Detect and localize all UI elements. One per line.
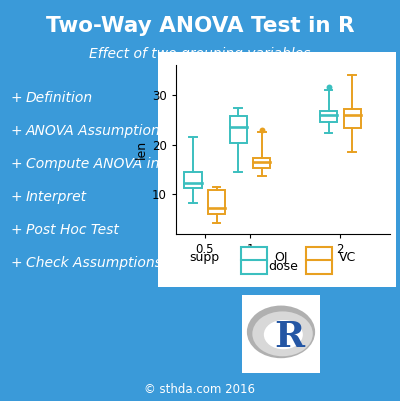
FancyBboxPatch shape: [306, 247, 332, 273]
Text: supp: supp: [189, 251, 219, 264]
FancyBboxPatch shape: [242, 295, 320, 373]
Point: [258, 126, 265, 133]
Text: Definition: Definition: [26, 91, 93, 105]
Bar: [184, 172, 202, 188]
Text: OJ: OJ: [275, 251, 288, 264]
Bar: [344, 109, 361, 128]
Text: +: +: [10, 157, 22, 171]
Text: R: R: [274, 320, 305, 354]
Ellipse shape: [247, 306, 315, 358]
Bar: [320, 111, 337, 122]
Bar: [230, 116, 247, 143]
Point: [325, 84, 332, 91]
Text: +: +: [10, 190, 22, 204]
Text: +: +: [10, 91, 22, 105]
Text: Check Assumptions: Check Assumptions: [26, 256, 162, 269]
Text: Effect of two grouping variables: Effect of two grouping variables: [89, 47, 311, 61]
Text: Interpret: Interpret: [26, 190, 87, 204]
FancyBboxPatch shape: [158, 52, 396, 287]
Text: VC: VC: [339, 251, 356, 264]
Text: Compute ANOVA in R: Compute ANOVA in R: [26, 157, 173, 171]
Text: +: +: [10, 223, 22, 237]
Bar: [208, 190, 225, 214]
Text: Two-Way ANOVA Test in R: Two-Way ANOVA Test in R: [46, 16, 354, 36]
Text: ANOVA Assumptions: ANOVA Assumptions: [26, 124, 168, 138]
Bar: [253, 158, 270, 168]
X-axis label: dose: dose: [268, 260, 298, 273]
Ellipse shape: [264, 320, 303, 349]
Y-axis label: len: len: [135, 140, 148, 159]
Text: +: +: [10, 256, 22, 269]
Text: © sthda.com 2016: © sthda.com 2016: [144, 383, 256, 396]
FancyBboxPatch shape: [241, 247, 268, 273]
Text: +: +: [10, 124, 22, 138]
Text: Post Hoc Test: Post Hoc Test: [26, 223, 119, 237]
Ellipse shape: [252, 312, 313, 356]
